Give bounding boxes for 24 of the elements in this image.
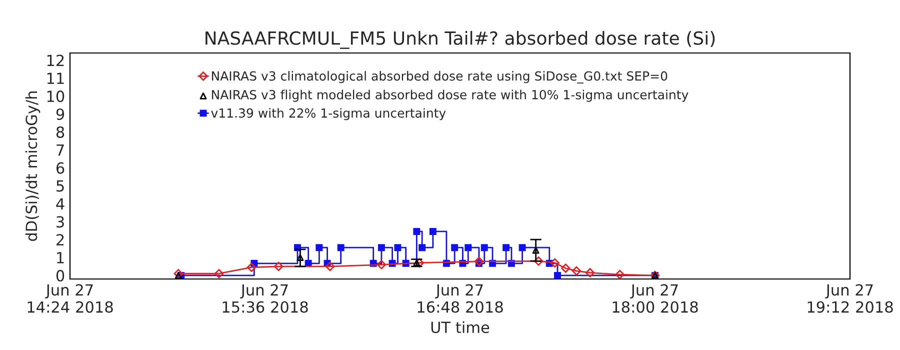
y-tick-label: 0 xyxy=(56,270,64,282)
y-tick-label: 12 xyxy=(47,54,64,66)
x-tick-label: Jun 27 18:00 2018 xyxy=(612,284,698,313)
x-tick-label: Jun 27 16:48 2018 xyxy=(418,284,503,313)
legend-label: v11.39 with 22% 1-sigma uncertainty xyxy=(211,108,446,120)
y-tick-label: 9 xyxy=(56,108,64,120)
x-tick-label: Jun 27 14:24 2018 xyxy=(28,284,113,313)
x-tick-label: Jun 27 19:12 2018 xyxy=(808,284,893,313)
x-axis-title: UT time xyxy=(431,321,490,334)
y-tick-label: 11 xyxy=(47,72,64,84)
y-tick-label: 2 xyxy=(56,234,64,246)
legend-label: NAIRAS v3 climatological absorbed dose rate using SiDose_G0.txt SEP=0 xyxy=(212,71,668,84)
y-axis-title: dD(Si)/dt microGy/h xyxy=(25,92,40,241)
y-tick-label: 4 xyxy=(56,198,64,210)
y-tick-label: 8 xyxy=(56,126,64,138)
y-tick-label: 10 xyxy=(47,90,64,102)
y-tick-label: 7 xyxy=(56,144,64,156)
x-tick-label: Jun 27 15:36 2018 xyxy=(222,284,308,313)
y-tick-label: 6 xyxy=(56,162,64,174)
y-tick-label: 5 xyxy=(56,180,64,192)
y-tick-label: 1 xyxy=(57,252,64,264)
legend-label: NAIRAS v3 flight modeled absorbed dose rate with 10% 1-sigma uncertainty xyxy=(212,90,688,102)
y-tick-label: 3 xyxy=(56,216,64,228)
chart-title: NASAAFRCMUL_FM5 Unkn Tail#? absorbed dose rate (Si) xyxy=(206,30,715,49)
